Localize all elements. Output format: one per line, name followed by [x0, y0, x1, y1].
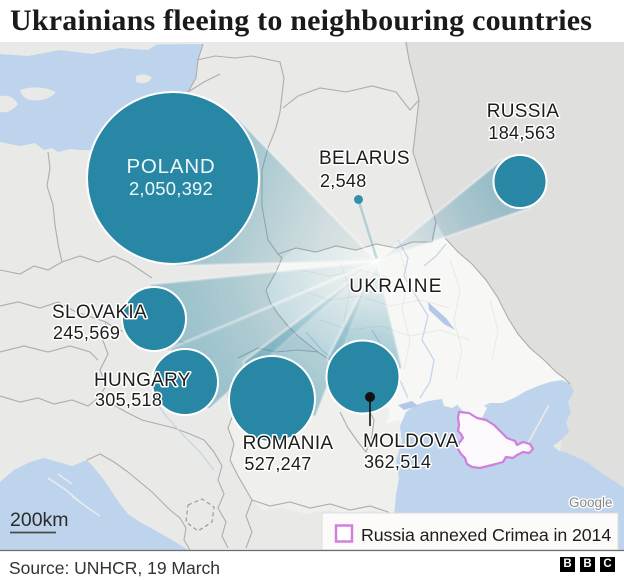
svg-text:HUNGARY: HUNGARY	[94, 370, 191, 391]
svg-text:Russia annexed Crimea in 2014: Russia annexed Crimea in 2014	[361, 525, 611, 545]
svg-text:305,518: 305,518	[95, 390, 162, 410]
svg-text:245,569: 245,569	[53, 323, 120, 343]
svg-text:BELARUS: BELARUS	[319, 148, 410, 169]
svg-text:POLAND: POLAND	[126, 155, 215, 178]
svg-text:SLOVAKIA: SLOVAKIA	[52, 302, 147, 323]
svg-text:2,050,392: 2,050,392	[129, 178, 213, 199]
svg-text:RUSSIA: RUSSIA	[487, 101, 560, 122]
svg-text:362,514: 362,514	[364, 452, 431, 472]
svg-text:ROMANIA: ROMANIA	[243, 433, 334, 454]
svg-text:2,548: 2,548	[320, 171, 367, 191]
svg-text:Google: Google	[569, 495, 613, 510]
svg-text:UKRAINE: UKRAINE	[349, 276, 443, 297]
svg-text:184,563: 184,563	[488, 123, 555, 143]
svg-text:527,247: 527,247	[244, 454, 311, 474]
svg-text:200km: 200km	[10, 509, 69, 531]
svg-text:MOLDOVA: MOLDOVA	[363, 431, 459, 452]
